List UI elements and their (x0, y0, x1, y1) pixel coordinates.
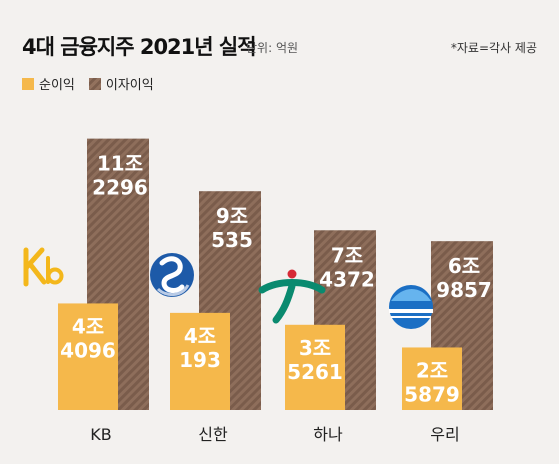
category-label-3: 우리 (430, 425, 459, 444)
bar-label-interest-income-3-0: 6조 (448, 254, 480, 278)
hana-logo-icon (258, 269, 326, 324)
bar-label-net-income-0-1: 4096 (60, 338, 116, 362)
bar-label-net-income-2-1: 5261 (287, 360, 343, 384)
unit-label: 단위: 억원 (246, 41, 299, 55)
woori-logo-icon (389, 285, 433, 329)
legend-item-interest-income: 이자이익 (88, 74, 154, 93)
legend: 순이익 이자이익 (22, 74, 154, 93)
bar-label-net-income-3-1: 5879 (404, 382, 460, 406)
bar-label-interest-income-1-1: 535 (211, 228, 253, 252)
bar-label-interest-income-2-1: 4372 (319, 267, 375, 291)
bar-net-income-0 (58, 303, 118, 410)
legend-label-interest-income: 이자이익 (105, 78, 154, 93)
bar-net-income-2 (285, 324, 345, 410)
bar-label-interest-income-2-0: 7조 (331, 243, 363, 267)
bar-label-interest-income-0-0: 11조 (97, 152, 143, 176)
bar-label-interest-income-3-1: 9857 (436, 278, 492, 302)
bar-label-interest-income-1-0: 9조 (216, 204, 248, 228)
legend-label-net-income: 순이익 (39, 78, 75, 93)
source-note: *자료=각사 제공 (450, 41, 537, 55)
kb-logo-icon (23, 247, 64, 287)
bar-net-income-3 (402, 347, 462, 410)
chart-title: 4대 금융지주 2021년 실적 (22, 35, 257, 59)
legend-item-net-income: 순이익 (22, 74, 75, 93)
shinhan-logo-icon (150, 253, 194, 297)
legend-swatch-net-income (22, 77, 34, 90)
bar-label-net-income-2-0: 3조 (299, 336, 331, 360)
bar-label-interest-income-0-1: 2296 (92, 176, 148, 200)
category-labels: KB 신한 하나 우리 (90, 425, 459, 444)
bar-net-income-1 (170, 312, 230, 410)
bars-layer: 11조22964조40969조5354조1937조43723조52616조985… (58, 138, 493, 411)
bar-label-net-income-1-0: 4조 (184, 324, 216, 348)
category-label-0: KB (90, 425, 111, 444)
bar-label-net-income-3-0: 2조 (416, 358, 448, 382)
bar-label-net-income-0-0: 4조 (72, 314, 104, 338)
category-label-2: 하나 (313, 425, 343, 444)
bar-label-net-income-1-1: 193 (179, 348, 221, 372)
category-label-1: 신한 (198, 425, 228, 444)
legend-swatch-interest-income (88, 77, 101, 90)
